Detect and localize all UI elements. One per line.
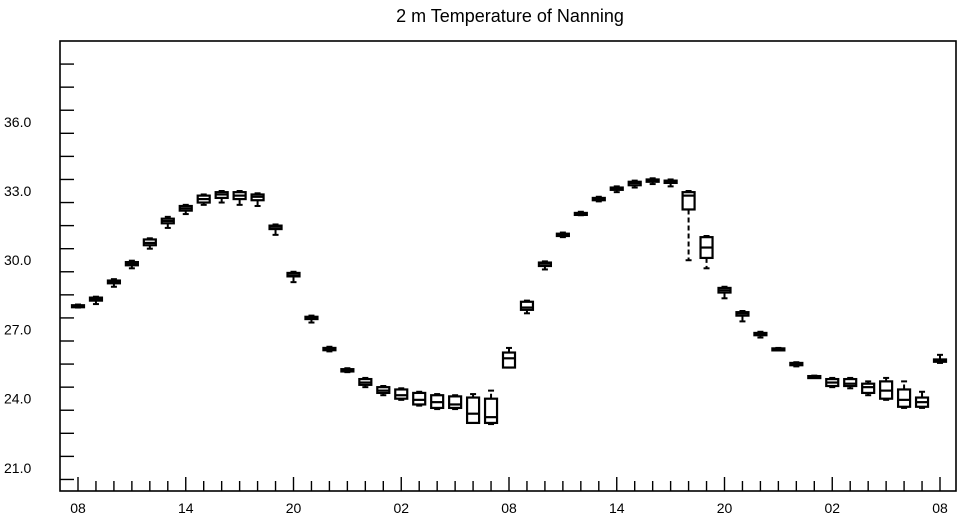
box-plot-item <box>214 190 229 204</box>
box-plot-item <box>825 376 840 389</box>
box-plot-item <box>358 376 373 389</box>
box-iqr <box>501 351 517 369</box>
box-plot-item <box>412 390 427 407</box>
box-plot-item <box>843 376 858 390</box>
box-iqr <box>448 395 463 410</box>
box-iqr <box>896 388 912 408</box>
box-plot-item <box>88 295 104 306</box>
box-plot-item <box>160 215 175 229</box>
box-plot-item <box>627 179 642 189</box>
box-plot-item <box>70 303 86 309</box>
chart-title: 2 m Temperature of Nanning <box>396 6 624 26</box>
box-plot-item <box>268 223 283 236</box>
box-plot-item <box>519 299 535 315</box>
box-plot-item <box>196 193 211 206</box>
box-plot-item <box>663 178 678 188</box>
box-plot-item <box>430 393 445 411</box>
box-plot-item <box>861 380 876 397</box>
box-plot-item <box>591 195 606 203</box>
box-plot-item <box>735 310 750 323</box>
box-plot-item <box>914 390 930 409</box>
box-plot-item <box>501 346 517 369</box>
box-plot-item <box>537 260 553 271</box>
x-tick-label: 02 <box>824 500 840 516</box>
box-iqr <box>394 388 409 400</box>
box-plot-item <box>286 270 301 284</box>
x-axis: 08 14 20 02 08 14 20 02 08 <box>70 477 948 516</box>
box-plot-item <box>573 210 588 217</box>
box-plot-item <box>753 330 768 339</box>
x-tick-label: 08 <box>501 500 517 516</box>
box-iqr <box>465 396 481 425</box>
box-plot-item <box>376 385 391 397</box>
y-tick-label: 21.0 <box>4 460 31 476</box>
box-plot-item <box>717 285 732 300</box>
x-tick-label: 20 <box>717 500 733 516</box>
box-plot-item <box>124 259 139 270</box>
x-tick-label: 14 <box>178 500 194 516</box>
x-tick-label: 20 <box>286 500 302 516</box>
y-tick-label: 33.0 <box>4 183 31 199</box>
x-tick-label: 02 <box>393 500 409 516</box>
box-plot-item <box>448 394 463 411</box>
box-plot-item <box>394 387 409 401</box>
box-plot-item <box>896 380 912 409</box>
y-tick-label: 27.0 <box>4 321 31 337</box>
box-plot-item <box>771 346 786 352</box>
y-tick-label: 36.0 <box>4 114 31 130</box>
box-plot-item <box>681 190 696 262</box>
box-plot-item <box>340 367 355 374</box>
box-plot-item <box>232 190 247 206</box>
box-plot-item <box>483 389 499 426</box>
y-axis: 21.0 24.0 27.0 30.0 33.0 36.0 <box>4 63 74 481</box>
box-plot-item <box>322 345 337 353</box>
box-plot-item <box>609 185 624 194</box>
boxes-layer <box>70 177 948 426</box>
box-plot-item <box>879 376 894 401</box>
plot-frame <box>59 40 957 492</box>
box-plot-item <box>645 177 660 186</box>
box-plot-item <box>106 278 122 288</box>
box-plot-item <box>465 393 481 425</box>
box-plot-item <box>142 237 157 250</box>
x-tick-label: 08 <box>70 500 86 516</box>
x-tick-label: 14 <box>609 500 625 516</box>
box-plot-item <box>250 192 265 207</box>
x-tick-label: 08 <box>932 500 948 516</box>
box-iqr <box>519 300 535 311</box>
y-tick-label: 24.0 <box>4 391 31 407</box>
box-plot-item <box>178 203 193 216</box>
box-iqr <box>843 377 858 388</box>
box-plot-item <box>699 235 714 270</box>
box-plot-item <box>807 374 822 380</box>
box-plot-item <box>555 231 570 239</box>
box-plot-item <box>789 361 804 368</box>
box-plot-item <box>304 314 319 324</box>
box-iqr <box>412 391 427 406</box>
box-plot-item <box>932 353 948 364</box>
box-iqr <box>861 382 876 395</box>
y-tick-label: 30.0 <box>4 252 31 268</box>
box-iqr <box>483 397 499 425</box>
